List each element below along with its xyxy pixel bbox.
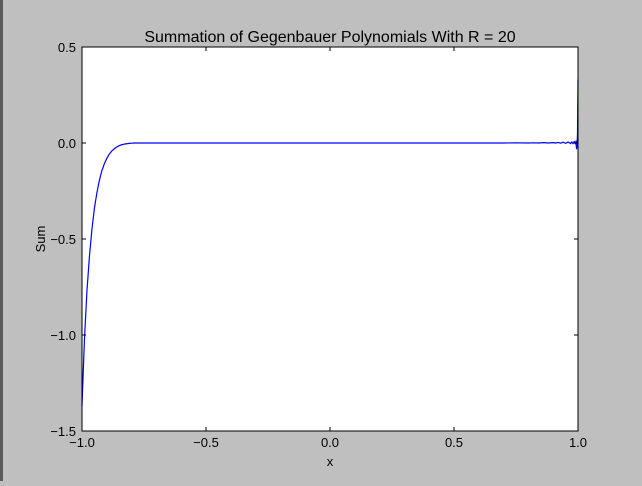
x-tick-label: −1.0 — [69, 435, 95, 450]
x-tick-label: 0.0 — [321, 435, 339, 450]
plot-frame — [81, 46, 579, 432]
x-tick-label: −0.5 — [193, 435, 219, 450]
chart-title: Summation of Gegenbauer Polynomials With… — [144, 29, 515, 46]
y-tick-label: 0.5 — [58, 40, 76, 55]
y-axis-label: Sum — [33, 226, 48, 253]
y-tick-label: 0.0 — [58, 136, 76, 151]
plot-area — [82, 47, 578, 431]
x-tick-label: 0.5 — [445, 435, 463, 450]
x-axis-label: x — [327, 454, 334, 469]
window-edge — [0, 0, 3, 481]
y-tick-label: −1.0 — [50, 328, 76, 343]
y-tick-label: −0.5 — [50, 232, 76, 247]
y-tick-label: −1.5 — [50, 424, 76, 439]
series-line-0 — [81, 79, 579, 407]
x-tick-label: 1.0 — [569, 435, 587, 450]
